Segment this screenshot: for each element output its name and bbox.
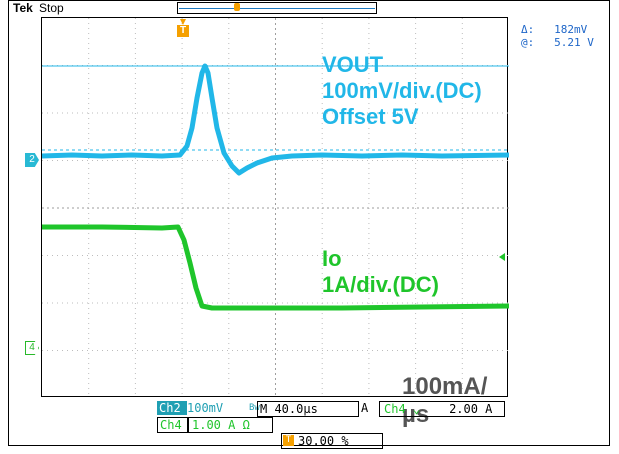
timebase-readout[interactable]: M 40.0µs — [257, 401, 359, 417]
trigger-position-icon: T — [283, 435, 294, 446]
io-scale: 1A/div.(DC) — [322, 272, 439, 297]
at-value: 5.21 V — [554, 36, 594, 49]
ch2-tag[interactable]: Ch2 — [157, 401, 187, 415]
scope-window: Tek Stop — [8, 0, 610, 449]
trigger-position-marker[interactable]: T — [177, 19, 189, 37]
bandwidth-limit-indicator: Bw — [249, 403, 260, 413]
ch4-tag[interactable]: Ch4 — [157, 417, 189, 433]
vout-title: VOUT — [322, 52, 384, 77]
trigger-arrow-icon — [180, 19, 186, 25]
slew-rate-annotation: 100mA/µs — [402, 373, 488, 428]
io-annotation: Io 1A/div.(DC) — [322, 246, 439, 298]
vout-offset: Offset 5V — [322, 104, 419, 129]
trigger-level: 2.00 A — [449, 402, 493, 416]
waveform-display[interactable]: VOUT 100mV/div.(DC) Offset 5V Io 1A/div.… — [41, 17, 509, 428]
at-label: @: — [521, 36, 535, 49]
acquisition-state: Stop — [39, 1, 64, 15]
waveform-graticule — [42, 18, 509, 398]
ch4-scale[interactable]: 1.00 A Ω — [187, 417, 273, 433]
trigger-t-icon: T — [177, 25, 189, 37]
ch2-scale[interactable]: 100mV — [187, 401, 224, 415]
top-status-bar: Tek Stop — [9, 1, 609, 17]
vout-scale: 100mV/div.(DC) — [322, 78, 482, 103]
trigger-level-marker-icon[interactable] — [499, 253, 505, 261]
record-view-line — [179, 8, 375, 9]
cursor-readout: Δ: 182mV @: 5.21 V — [521, 23, 594, 49]
trigger-position-readout[interactable]: 30.00 % — [281, 433, 383, 449]
trigger-settings[interactable]: Ch4 ⌄ 2.00 A — [379, 401, 505, 417]
trigger-mode: A — [361, 401, 369, 415]
ch4-ground-marker[interactable]: 4 — [25, 341, 39, 355]
record-trigger-marker-icon — [234, 3, 240, 11]
trigger-slope-icon: ⌄ — [412, 402, 421, 416]
vout-annotation: VOUT 100mV/div.(DC) Offset 5V — [322, 52, 482, 130]
record-view-box — [177, 2, 377, 14]
brand-label: Tek — [13, 1, 33, 15]
io-title: Io — [322, 246, 342, 271]
ch2-ground-marker[interactable]: 2 — [25, 153, 39, 167]
trigger-source: Ch4 — [384, 402, 406, 416]
bottom-status-bar: Ch2 100mV Bw M 40.0µs A Ch4 ⌄ 2.00 A Ch4… — [9, 399, 609, 449]
delta-label: Δ: — [521, 23, 535, 36]
delta-value: 182mV — [554, 23, 588, 36]
